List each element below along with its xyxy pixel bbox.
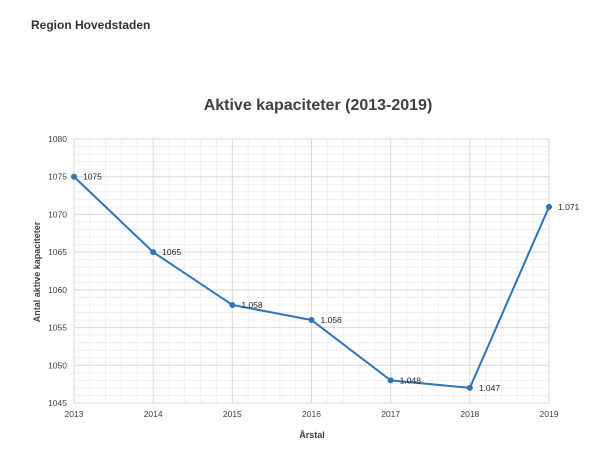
series-group [71,173,552,391]
data-label: 1.048 [400,375,422,385]
y-tick-label: 1065 [48,247,67,257]
x-tick-label: 2016 [302,409,321,419]
chart-title: Aktive kapaciteter (2013-2019) [204,97,433,114]
data-labels: 1075 1065 1.058 1.056 1.048 1.047 1.071 [83,172,580,393]
x-tick-label: 2013 [65,409,84,419]
y-tick-label: 1055 [48,323,67,333]
data-point [308,317,315,324]
y-axis-ticks: 1045 1050 1055 1060 1065 1070 1075 1080 [48,134,67,408]
data-label: 1065 [162,247,181,257]
x-tick-label: 2015 [223,409,242,419]
data-label: 1.058 [241,300,263,310]
y-axis-title: Antal aktive kapaciteter [32,221,42,322]
data-label: 1075 [83,172,102,182]
data-point [387,377,394,384]
data-point [466,384,473,391]
y-tick-label: 1080 [48,134,67,144]
y-tick-label: 1075 [48,172,67,182]
y-tick-label: 1045 [48,398,67,408]
x-axis-ticks: 2013 2014 2015 2016 2017 2018 2019 [65,409,559,419]
major-gridlines [73,138,550,404]
data-label: 1.071 [558,202,580,212]
data-label: 1.056 [321,315,343,325]
data-label: 1.047 [479,383,501,393]
y-tick-label: 1070 [48,209,67,219]
x-tick-label: 2017 [381,409,400,419]
data-point [229,301,236,308]
x-tick-label: 2018 [460,409,479,419]
y-tick-label: 1060 [48,285,67,295]
x-axis-title: Årstal [299,430,325,440]
x-tick-label: 2014 [144,409,163,419]
x-tick-label: 2019 [540,409,559,419]
y-tick-label: 1050 [48,360,67,370]
data-point [546,203,552,210]
data-point [150,249,157,256]
region-title: Region Hovedstaden [31,18,151,32]
data-point [71,173,77,180]
